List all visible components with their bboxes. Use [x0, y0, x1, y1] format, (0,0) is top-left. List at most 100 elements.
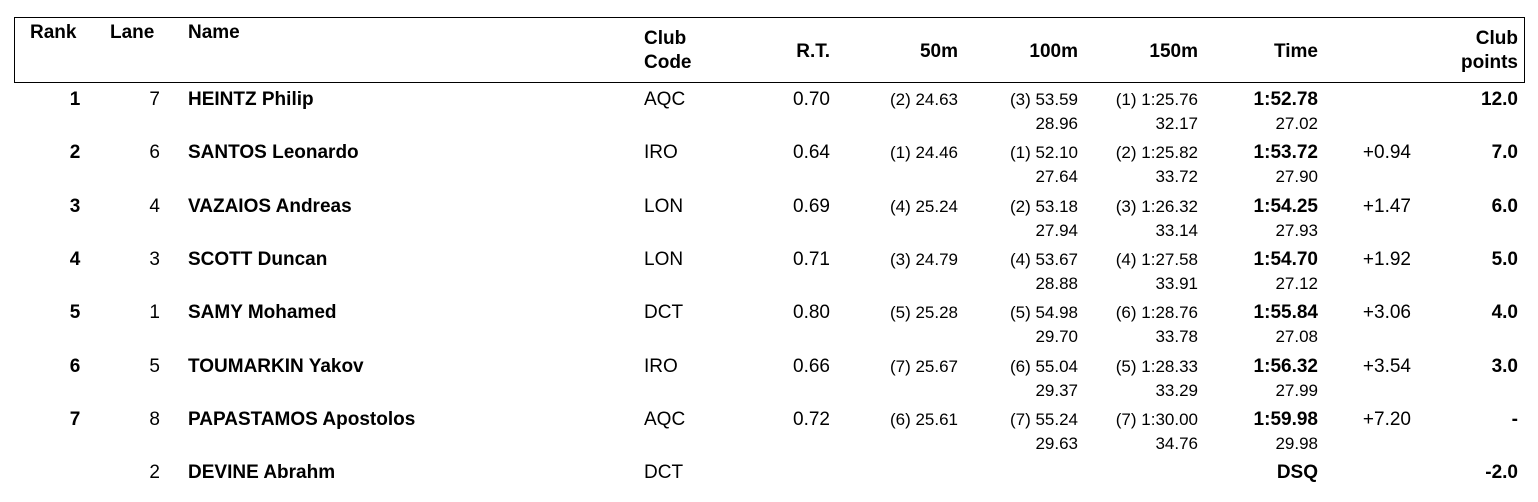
athlete-name: VAZAIOS Andreas — [188, 195, 352, 217]
final-time-lap: 27.02 — [1275, 114, 1318, 133]
club-code: AQC — [644, 89, 686, 110]
club-points: 4.0 — [1491, 302, 1518, 324]
lane-cell: 8 — [149, 408, 160, 430]
lane-cell: 7 — [149, 89, 160, 110]
club-code: DCT — [644, 462, 684, 484]
reaction-time: 0.71 — [793, 248, 830, 270]
split-100m: (7) 55.24 — [1009, 409, 1078, 429]
final-time-lap: 27.90 — [1275, 167, 1318, 187]
header-100m: 100m — [1029, 41, 1078, 62]
split-100m-lap: 27.94 — [1035, 220, 1078, 240]
split-150m-lap: 32.17 — [1155, 114, 1198, 133]
club-points: 6.0 — [1491, 195, 1518, 217]
club-code: LON — [644, 248, 684, 270]
lane-cell: 3 — [149, 248, 160, 270]
split-50m: (6) 25.61 — [889, 409, 958, 429]
split-100m: (5) 54.98 — [1009, 303, 1078, 323]
split-50m: (7) 25.67 — [889, 356, 958, 376]
club-points: - — [1511, 408, 1518, 430]
final-time-lap: 27.12 — [1275, 273, 1318, 293]
reaction-time: 0.64 — [793, 142, 830, 164]
time-behind: +7.20 — [1362, 408, 1411, 430]
split-100m-lap: 29.63 — [1035, 433, 1078, 453]
final-time: 1:59.98 — [1253, 408, 1318, 430]
time-behind: +1.92 — [1362, 248, 1411, 270]
lane-cell: 6 — [149, 142, 160, 164]
final-time: 1:52.78 — [1253, 89, 1318, 110]
time-behind: +1.47 — [1362, 195, 1411, 217]
split-150m-lap: 33.78 — [1155, 327, 1198, 347]
club-code: AQC — [644, 408, 686, 430]
club-points: 3.0 — [1491, 355, 1518, 377]
club-code: DCT — [644, 302, 684, 324]
split-150m-lap: 34.76 — [1155, 433, 1198, 453]
split-50m: (3) 24.79 — [889, 249, 958, 269]
lane-cell: 2 — [149, 462, 160, 484]
reaction-time: 0.66 — [793, 355, 830, 377]
final-time: 1:53.72 — [1253, 142, 1318, 164]
athlete-name: SCOTT Duncan — [188, 248, 328, 270]
rank-cell: 1 — [69, 89, 81, 110]
split-150m: (6) 1:28.76 — [1115, 303, 1198, 323]
club-code: IRO — [644, 142, 678, 164]
rank-cell: 2 — [69, 142, 81, 164]
club-code: IRO — [644, 355, 678, 377]
split-100m-lap: 29.37 — [1035, 380, 1078, 400]
results-table-header — [14, 17, 1525, 83]
header-club-code-line2: Code — [644, 52, 692, 73]
club-points: 5.0 — [1491, 248, 1518, 270]
athlete-name: SAMY Mohamed — [188, 302, 337, 324]
split-150m: (3) 1:26.32 — [1115, 196, 1198, 216]
split-100m-lap: 28.96 — [1035, 114, 1078, 133]
lane-cell: 5 — [149, 355, 160, 377]
final-time: 1:55.84 — [1253, 302, 1318, 324]
time-behind: +3.54 — [1362, 355, 1411, 377]
split-150m-lap: 33.72 — [1155, 167, 1198, 187]
final-time-lap: 27.99 — [1275, 380, 1318, 400]
time-behind: +0.94 — [1362, 142, 1411, 164]
club-points: 7.0 — [1491, 142, 1518, 164]
split-100m: (1) 52.10 — [1009, 143, 1078, 163]
final-time: DSQ — [1276, 462, 1318, 484]
time-behind: +3.06 — [1362, 302, 1411, 324]
club-points: -2.0 — [1485, 462, 1518, 484]
split-150m: (4) 1:27.58 — [1115, 249, 1198, 269]
reaction-time: 0.80 — [793, 302, 830, 324]
split-150m-lap: 33.14 — [1155, 220, 1198, 240]
final-time-lap: 29.98 — [1275, 433, 1318, 453]
athlete-name: TOUMARKIN Yakov — [188, 355, 364, 377]
header-name: Name — [188, 22, 240, 43]
split-150m: (5) 1:28.33 — [1115, 356, 1198, 376]
reaction-time: 0.72 — [793, 408, 830, 430]
split-150m: (1) 1:25.76 — [1115, 90, 1198, 109]
split-100m-lap: 28.88 — [1035, 273, 1078, 293]
split-150m: (7) 1:30.00 — [1115, 409, 1198, 429]
club-points: 12.0 — [1481, 89, 1518, 110]
athlete-name: SANTOS Leonardo — [188, 142, 359, 164]
rank-cell: 4 — [69, 248, 81, 270]
split-150m-lap: 33.29 — [1155, 380, 1198, 400]
split-100m: (3) 53.59 — [1009, 90, 1078, 109]
split-50m: (2) 24.63 — [889, 90, 958, 109]
split-100m-lap: 29.70 — [1035, 327, 1078, 347]
split-100m: (2) 53.18 — [1009, 196, 1078, 216]
club-code: LON — [644, 195, 684, 217]
athlete-name: HEINTZ Philip — [188, 89, 314, 110]
final-time: 1:54.70 — [1253, 248, 1318, 270]
final-time-lap: 27.08 — [1275, 327, 1318, 347]
header-club-code-line1: Club — [644, 28, 687, 49]
header-club-points-line1: Club — [1475, 28, 1518, 49]
header-lane: Lane — [110, 22, 155, 43]
reaction-time: 0.69 — [793, 195, 830, 217]
split-50m: (4) 25.24 — [889, 196, 958, 216]
header-rank: Rank — [30, 22, 77, 43]
split-150m-lap: 33.91 — [1155, 273, 1198, 293]
header-time: Time — [1273, 41, 1318, 62]
lane-cell: 4 — [149, 195, 160, 217]
header-50m: 50m — [919, 41, 958, 62]
split-150m: (2) 1:25.82 — [1115, 143, 1198, 163]
header-club-points-line2: points — [1461, 52, 1518, 73]
split-50m: (1) 24.46 — [889, 143, 958, 163]
split-100m: (4) 53.67 — [1009, 249, 1078, 269]
header-reaction-time: R.T. — [796, 41, 830, 62]
